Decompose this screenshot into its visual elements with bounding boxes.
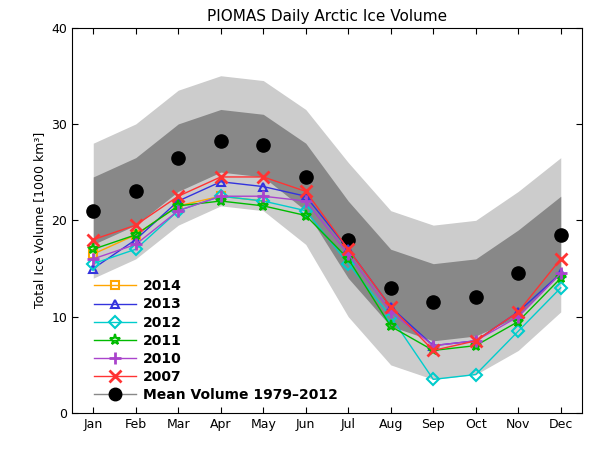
2011 — [515, 319, 522, 324]
2007 — [217, 174, 224, 179]
2007 — [430, 348, 437, 353]
2012 — [89, 261, 97, 266]
Line: 2010: 2010 — [88, 190, 566, 351]
2007 — [472, 338, 479, 343]
Point — [216, 138, 226, 145]
Point — [259, 141, 268, 149]
2012 — [557, 285, 565, 291]
2013 — [89, 266, 97, 271]
2010 — [557, 270, 565, 276]
2011 — [387, 324, 394, 329]
2010 — [132, 241, 139, 247]
2011 — [89, 246, 97, 252]
2013 — [217, 179, 224, 185]
2012 — [260, 198, 267, 204]
2013 — [260, 184, 267, 189]
2014 — [217, 193, 224, 199]
2010 — [515, 314, 522, 319]
2010 — [344, 251, 352, 257]
2010 — [387, 309, 394, 315]
2010 — [217, 193, 224, 199]
2011 — [217, 198, 224, 204]
2013 — [515, 309, 522, 315]
2012 — [175, 208, 182, 213]
2011 — [430, 348, 437, 353]
2011 — [302, 213, 310, 218]
2013 — [175, 198, 182, 204]
Point — [88, 207, 98, 214]
2011 — [260, 203, 267, 208]
2011 — [132, 232, 139, 238]
Legend: 2014, 2013, 2012, 2011, 2010, 2007, Mean Volume 1979–2012: 2014, 2013, 2012, 2011, 2010, 2007, Mean… — [94, 279, 338, 402]
2010 — [260, 193, 267, 199]
2007 — [387, 304, 394, 310]
2011 — [557, 275, 565, 281]
2011 — [175, 203, 182, 208]
2012 — [217, 193, 224, 199]
2012 — [430, 376, 437, 382]
2010 — [89, 256, 97, 262]
2007 — [344, 246, 352, 252]
2013 — [472, 338, 479, 343]
2012 — [472, 372, 479, 377]
2014 — [260, 198, 267, 204]
2013 — [302, 193, 310, 199]
2014 — [175, 203, 182, 208]
2013 — [387, 304, 394, 310]
2013 — [430, 343, 437, 348]
2013 — [344, 246, 352, 252]
2012 — [515, 329, 522, 334]
Point — [173, 154, 183, 161]
2007 — [302, 189, 310, 194]
Title: PIOMAS Daily Arctic Ice Volume: PIOMAS Daily Arctic Ice Volume — [207, 9, 447, 23]
2007 — [515, 309, 522, 315]
Line: 2012: 2012 — [89, 192, 565, 384]
2012 — [132, 246, 139, 252]
2007 — [557, 256, 565, 262]
2013 — [132, 237, 139, 242]
2010 — [472, 338, 479, 343]
2011 — [344, 256, 352, 262]
Point — [556, 231, 566, 239]
2014 — [89, 251, 97, 257]
2007 — [132, 222, 139, 228]
2011 — [472, 343, 479, 348]
2012 — [302, 208, 310, 213]
2007 — [175, 193, 182, 199]
Point — [386, 284, 395, 291]
Point — [471, 294, 481, 301]
Line: 2011: 2011 — [88, 196, 566, 356]
2013 — [557, 270, 565, 276]
2010 — [302, 198, 310, 204]
2012 — [387, 314, 394, 319]
Point — [514, 269, 523, 277]
Line: 2014: 2014 — [89, 192, 268, 258]
2014 — [132, 232, 139, 238]
Line: 2007: 2007 — [88, 171, 566, 356]
Point — [131, 188, 140, 195]
2012 — [344, 261, 352, 266]
Point — [343, 236, 353, 243]
Y-axis label: Total Ice Volume [1000 km³]: Total Ice Volume [1000 km³] — [33, 132, 46, 308]
Point — [428, 298, 438, 306]
2007 — [89, 237, 97, 242]
2010 — [175, 208, 182, 213]
2007 — [260, 174, 267, 179]
2010 — [430, 343, 437, 348]
Line: 2013: 2013 — [89, 178, 565, 350]
Point — [301, 173, 311, 180]
